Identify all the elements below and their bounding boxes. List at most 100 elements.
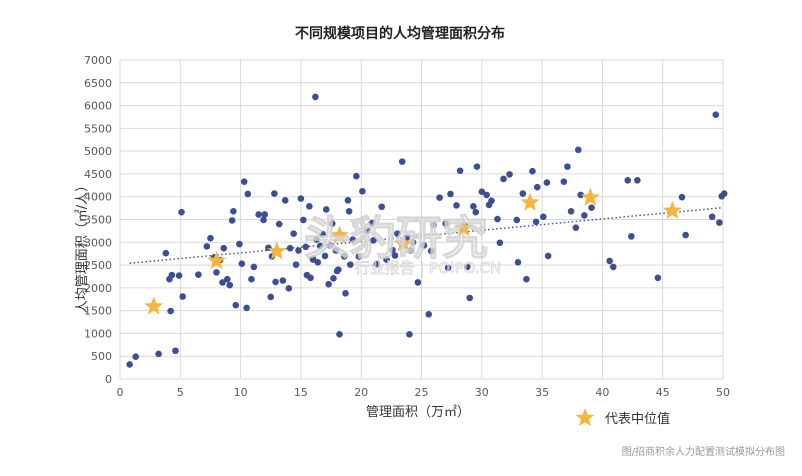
x-tick-label: 15 — [294, 386, 308, 399]
scatter-point — [406, 331, 413, 338]
scatter-point — [407, 247, 414, 254]
x-tick-label: 0 — [117, 386, 124, 399]
y-tick-label: 4500 — [84, 168, 112, 181]
scatter-point — [232, 301, 240, 309]
scatter-point — [236, 240, 243, 248]
x-tick-label: 40 — [595, 386, 609, 399]
scatter-point — [316, 242, 324, 250]
scatter-point — [391, 252, 399, 259]
scatter-point — [306, 202, 313, 210]
scatter-point — [588, 204, 595, 211]
y-tick-label: 6500 — [84, 77, 112, 90]
scatter-point — [472, 208, 480, 216]
scatter-point — [248, 275, 255, 283]
scatter-point — [464, 263, 471, 271]
scatter-point — [519, 190, 527, 197]
x-tick-label: 45 — [656, 386, 670, 399]
scatter-point — [414, 279, 422, 286]
scatter-point — [478, 188, 486, 196]
scatter-point — [682, 231, 689, 239]
median-star — [580, 187, 600, 206]
watermark: 头豹研究 行业报告 | POIPO.CN — [303, 210, 502, 277]
scatter-point — [336, 331, 343, 338]
scatter-point — [473, 163, 481, 170]
scatter-point — [543, 179, 551, 186]
x-tick-label: 25 — [415, 386, 429, 399]
scatter-point — [606, 257, 613, 265]
scatter-point — [332, 247, 340, 254]
y-axis-ticks: 0 500 1000 1500 2000 2500 3000 3500 4000 4500 5000… — [84, 54, 112, 386]
scatter-point — [383, 256, 390, 263]
scatter-point — [447, 190, 454, 198]
scatter-point — [297, 195, 305, 202]
scatter-point — [581, 212, 588, 219]
scatter-point — [456, 167, 464, 175]
scatter-point — [398, 158, 406, 165]
scatter-point — [353, 172, 360, 180]
scatter-point — [540, 213, 547, 221]
x-tick-label: 20 — [354, 386, 368, 399]
watermark-sub: 行业报告 | POIPO.CN — [355, 259, 502, 277]
scatter-point — [224, 275, 231, 283]
scatter-point — [349, 236, 357, 243]
x-tick-label: 10 — [234, 386, 248, 399]
scatter-point — [628, 233, 635, 240]
scatter-point — [126, 361, 133, 368]
legend-star-icon — [575, 408, 595, 427]
scatter-point — [319, 230, 326, 238]
scatter-point — [220, 244, 228, 252]
scatter-point — [368, 219, 376, 227]
scatter-point — [506, 171, 513, 178]
y-tick-label: 500 — [91, 350, 112, 363]
scatter-point — [326, 242, 334, 249]
scatter-point — [716, 219, 723, 226]
legend-label: 代表中位值 — [605, 411, 670, 427]
scatter-point — [483, 191, 490, 199]
scatter-point — [712, 111, 720, 118]
scatter-point — [624, 177, 632, 184]
scatter-point — [207, 234, 214, 242]
scatter-point — [261, 211, 269, 218]
y-tick-label: 7000 — [84, 54, 112, 67]
scatter-point — [427, 247, 435, 255]
median-star — [144, 296, 164, 315]
scatter-point — [567, 207, 575, 215]
scatter-point — [219, 279, 226, 286]
scatter-point — [359, 187, 366, 195]
scatter-point — [533, 183, 541, 191]
scatter-point — [355, 253, 363, 260]
scatter-point — [238, 260, 246, 268]
scatter-point — [255, 211, 262, 218]
scatter-point — [271, 190, 278, 197]
scatter-point — [494, 215, 501, 223]
x-axis-label: 管理面积（万㎡） — [366, 405, 470, 420]
chart-title: 不同规模项目的人均管理面积分布 — [295, 25, 505, 42]
scatter-point — [275, 220, 283, 228]
scatter-point — [708, 213, 716, 221]
scatter-point — [341, 253, 348, 260]
scatter-point — [523, 275, 530, 283]
y-tick-label: 5000 — [84, 145, 112, 158]
scatter-point — [290, 230, 297, 237]
scatter-point — [250, 263, 258, 271]
scatter-point — [442, 220, 449, 227]
y-tick-label: 3000 — [84, 236, 112, 249]
scatter-point — [292, 261, 300, 268]
scatter-point — [330, 274, 337, 282]
scatter-point — [466, 294, 474, 302]
caption: 图/招商积余人力配置测试模拟分布图 — [622, 445, 785, 458]
scatter-point — [532, 218, 540, 226]
scatter-point — [226, 281, 234, 289]
scatter-point — [314, 259, 322, 266]
scatter-point — [342, 290, 349, 297]
median-star — [520, 192, 540, 211]
scatter-point — [295, 247, 302, 254]
median-star — [329, 225, 349, 244]
scatter-point — [313, 236, 320, 243]
scatter-point — [544, 252, 552, 260]
scatter-point — [300, 216, 307, 224]
x-tick-label: 50 — [716, 386, 730, 399]
scatter-point — [345, 207, 353, 215]
scatter-point — [500, 175, 507, 183]
median-markers — [144, 187, 682, 315]
